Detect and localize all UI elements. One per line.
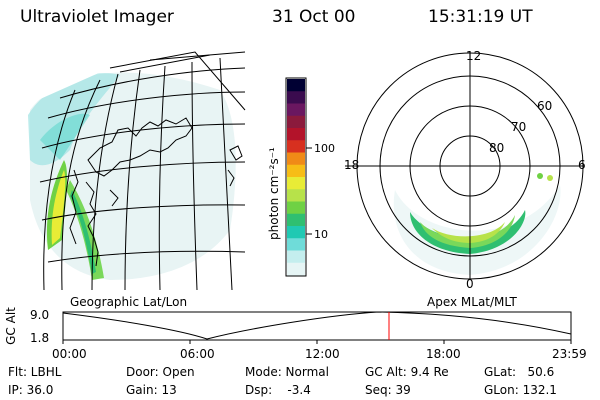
seq-info: Seq: 39: [365, 383, 411, 397]
colorbar-unit: photon cm⁻²s⁻¹: [267, 147, 281, 240]
dsp-info: Dsp: -3.4: [245, 383, 311, 397]
gain-info: Gain: 13: [126, 383, 177, 397]
time-tick: 00:00: [52, 347, 87, 361]
lat-grid: [39, 67, 245, 263]
colorbar-cell: [287, 238, 305, 251]
polar-glow: [393, 185, 561, 275]
colorbar-cell: [287, 140, 305, 153]
time-tick: 06:00: [180, 347, 215, 361]
mlt-label-0: 0: [466, 277, 474, 291]
time-tick: 12:00: [305, 347, 340, 361]
colorbar-cell: [287, 262, 305, 276]
instrument-title: Ultraviolet Imager: [20, 7, 174, 27]
mlt-label-12: 12: [466, 49, 481, 63]
time-label: 15:31:19 UT: [428, 7, 533, 27]
colorbar-tick-label: 10: [314, 228, 328, 241]
colorbar-cell: [287, 115, 305, 129]
date-label: 31 Oct 00: [272, 7, 356, 27]
gc-alt-info: GC Alt: 9.4 Re: [365, 365, 449, 379]
lat-label-70: 70: [511, 120, 526, 134]
coastline: [69, 117, 243, 267]
geographic-map: [28, 51, 246, 290]
aurora-arc-core: [70, 190, 96, 274]
colorbar-cell: [287, 79, 305, 92]
mlt-label-18: 18: [344, 158, 359, 172]
colorbar-cell: [287, 152, 305, 166]
colorbar-cell: [287, 250, 305, 264]
ip-info: IP: 36.0: [8, 383, 54, 397]
lat-label-60: 60: [537, 99, 552, 113]
polar-aurora-core: [420, 215, 515, 248]
door-info: Door: Open: [126, 365, 195, 379]
polar-plot: 12 18 6 0 60 70 80: [344, 49, 586, 291]
polar-blob: [537, 173, 543, 179]
map-frame: [109, 51, 246, 111]
mode-info: Mode: Normal: [245, 365, 329, 379]
polar-grid: [345, 52, 584, 280]
lon-grid: [43, 57, 233, 290]
time-tick: 23:59: [552, 347, 587, 361]
colorbar-cell: [287, 91, 305, 104]
lat-label-80: 80: [489, 141, 504, 155]
colorbar-cell: [287, 226, 305, 239]
polar-blob: [547, 175, 553, 181]
colorbar-cell: [287, 177, 305, 190]
colorbar-cell: [287, 103, 305, 117]
altitude-frame: [62, 311, 572, 341]
glat-info: GLat: 50.6: [484, 365, 555, 379]
colorbar: 100 10 photon cm⁻²s⁻¹: [267, 77, 335, 277]
colorbar-cell: [287, 189, 305, 202]
colorbar-gradient: [287, 79, 305, 276]
colorbar-cell: [287, 201, 305, 215]
mlt-label-6: 6: [578, 158, 586, 172]
altitude-plot: [62, 311, 572, 344]
filter-info: Flt: LBHL: [8, 365, 62, 379]
glon-info: GLon: 132.1: [484, 383, 557, 397]
altitude-axis-label: GC Alt: [3, 307, 18, 345]
glow-region: [40, 113, 90, 160]
altitude-y-tick: 1.8: [30, 331, 50, 345]
colorbar-cell: [287, 213, 305, 227]
colorbar-cell: [287, 164, 305, 178]
polar-label: Apex MLat/MLT: [427, 295, 517, 309]
altitude-curve: [62, 311, 572, 340]
colorbar-cell: [287, 128, 305, 141]
geographic-label: Geographic Lat/Lon: [70, 295, 188, 309]
time-tick: 18:00: [426, 347, 461, 361]
polar-aurora-core: [432, 222, 505, 243]
aurora-arc-core: [51, 170, 66, 245]
altitude-y-tick: 9.0: [30, 308, 50, 322]
colorbar-tick-label: 100: [314, 142, 335, 155]
polar-aurora: [410, 210, 526, 254]
